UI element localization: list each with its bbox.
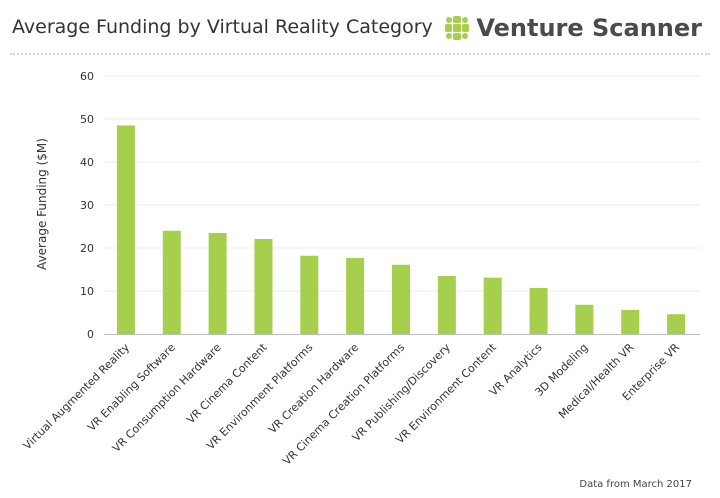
grid-lines: [104, 75, 700, 292]
chart-title: Average Funding by Virtual Reality Categ…: [12, 16, 433, 38]
bar: [254, 238, 273, 334]
bar: [667, 314, 686, 334]
brand-name: Venture Scanner: [476, 14, 702, 42]
bar: [116, 125, 135, 334]
y-axis-label: Average Funding ($M): [35, 138, 49, 270]
y-tick-label: 50: [80, 113, 94, 126]
bar: [575, 304, 594, 334]
bar: [162, 230, 181, 334]
y-tick-label: 30: [80, 199, 94, 212]
x-tick-label: VR Enabling Software: [85, 341, 178, 434]
x-tick-label: VR Cinema Content: [184, 340, 270, 426]
y-tick-label: 0: [87, 328, 94, 341]
y-tick-label: 40: [80, 156, 94, 169]
bar: [437, 275, 456, 334]
bar: [208, 232, 227, 334]
bar: [621, 309, 640, 334]
y-axis-ticks: 0 10 20 30 40 50 60: [80, 70, 94, 341]
brand-logo: Venture Scanner: [444, 12, 702, 44]
venture-scanner-logo-icon: [445, 16, 470, 40]
bar: [529, 287, 548, 334]
y-tick-label: 10: [80, 285, 94, 298]
data-source-note: Data from March 2017: [579, 479, 692, 490]
bar: [300, 255, 319, 334]
y-tick-label: 60: [80, 70, 94, 83]
header-divider: [10, 53, 710, 55]
bar: [392, 264, 410, 334]
bars: [116, 125, 686, 334]
x-tick-label: VR Creation Hardware: [266, 341, 361, 436]
chart-header: Average Funding by Virtual Reality Categ…: [0, 0, 720, 56]
bar: [483, 277, 502, 334]
bar: [346, 257, 365, 334]
y-tick-label: 20: [80, 242, 94, 255]
